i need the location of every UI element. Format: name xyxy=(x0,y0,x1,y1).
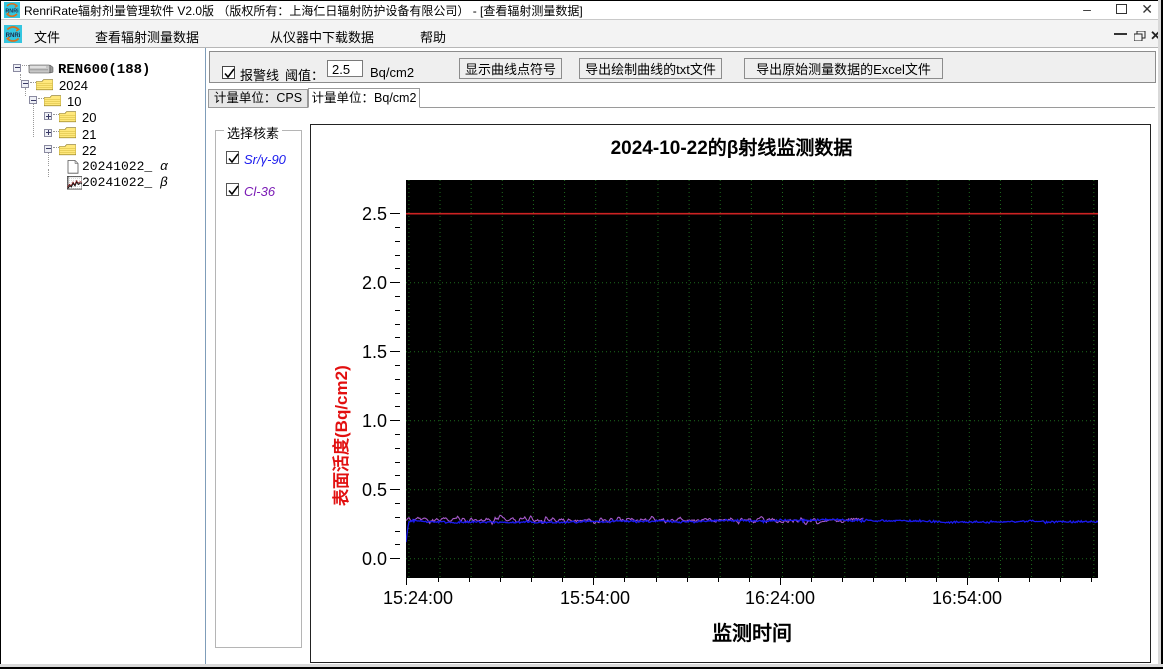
svg-text:RNRi: RNRi xyxy=(5,9,19,15)
svg-text:RNRi: RNRi xyxy=(6,33,21,39)
